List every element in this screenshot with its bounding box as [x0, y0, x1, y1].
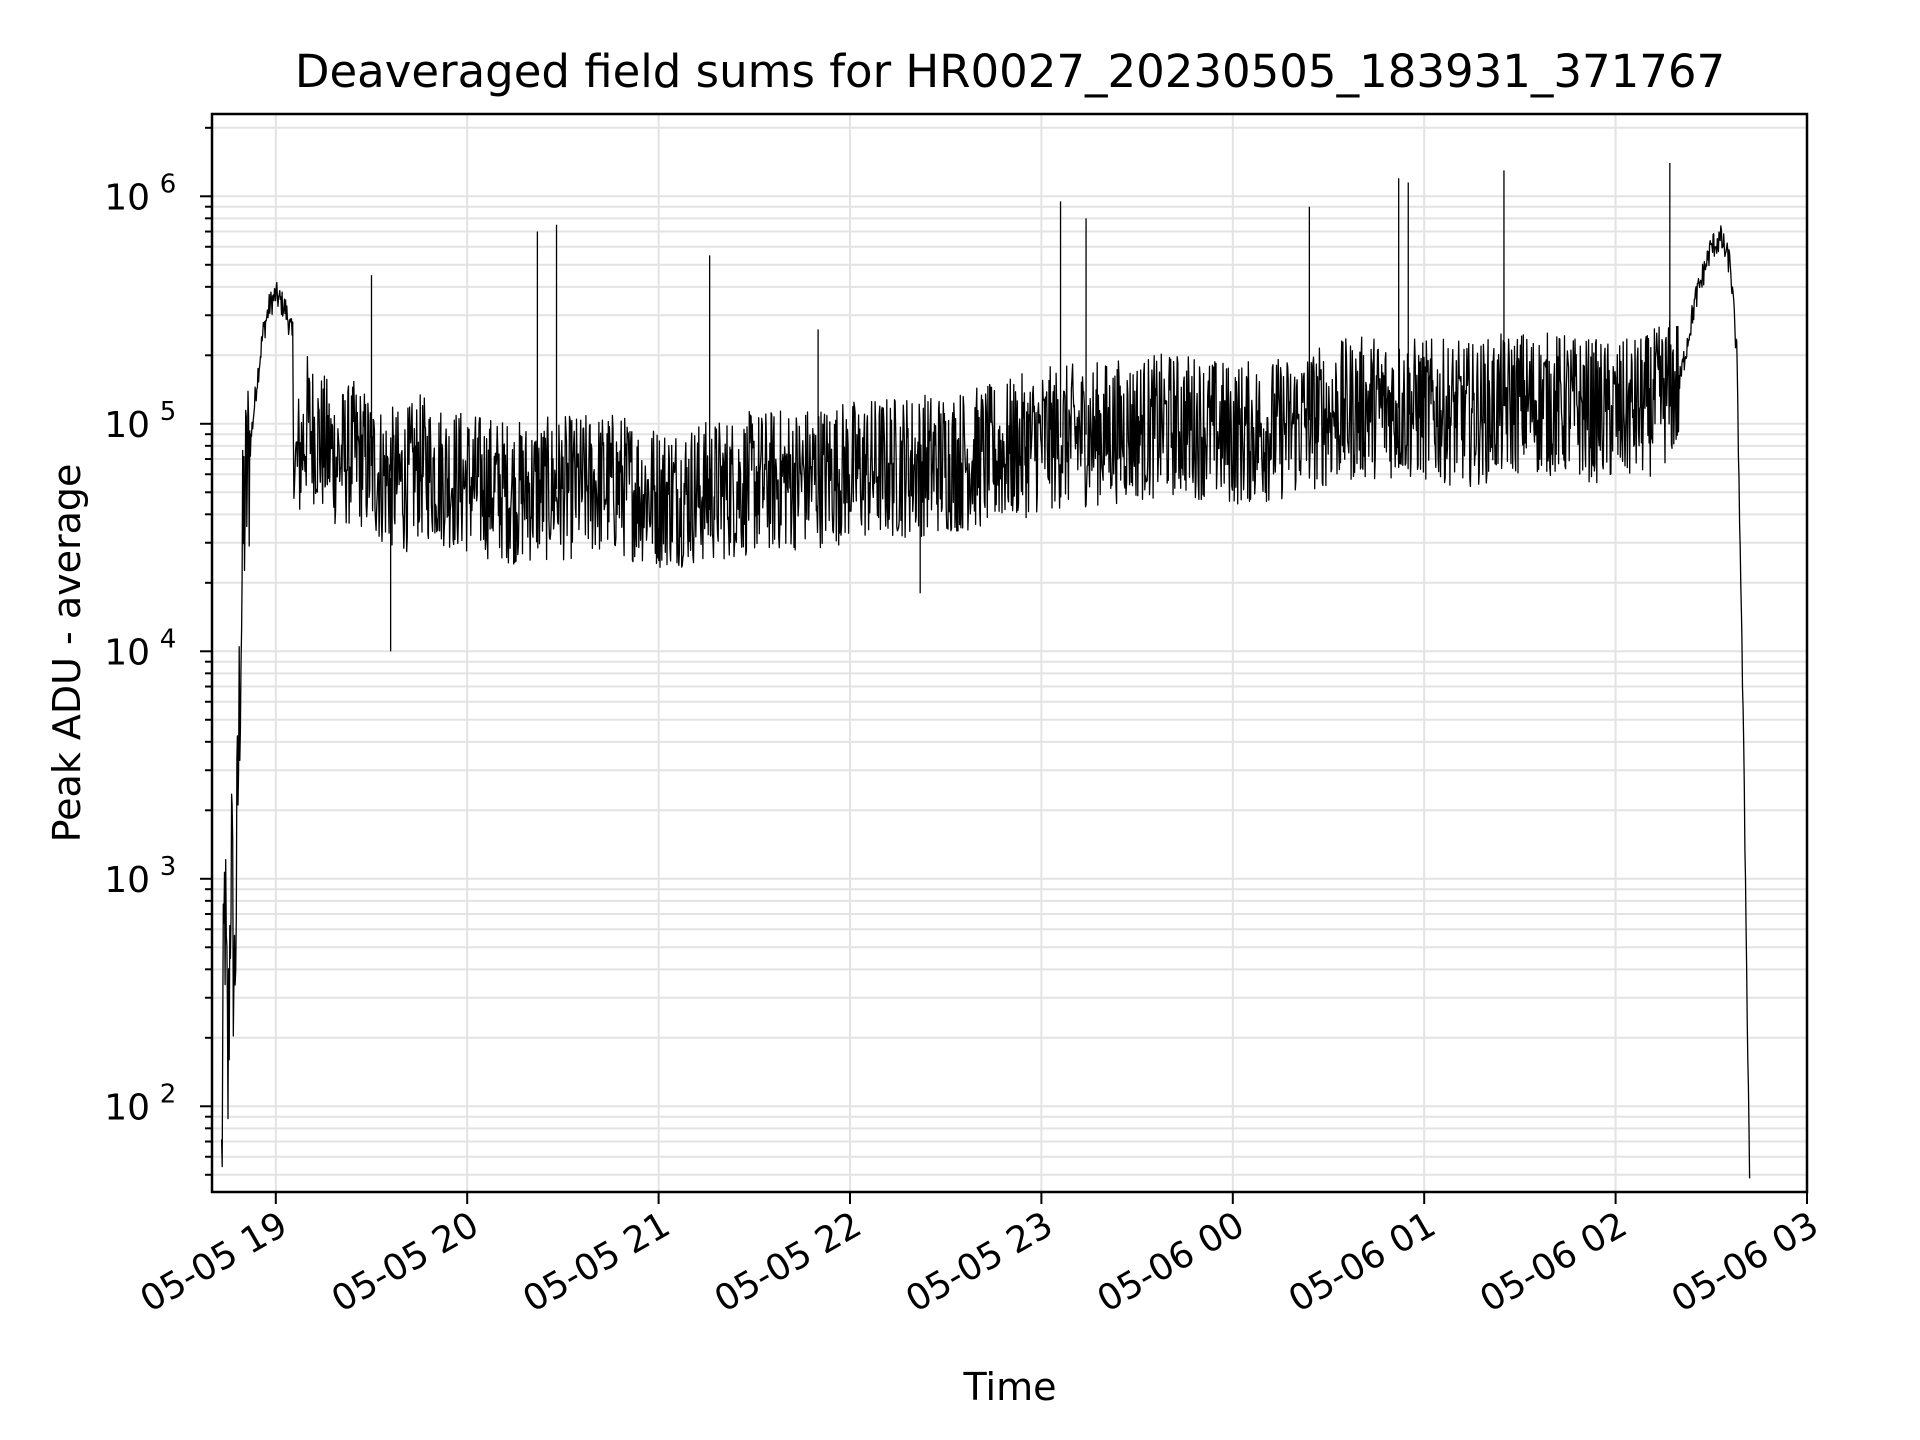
y-axis: 10 2 10 3 10 4 10 5 10 6 — [104, 126, 212, 1176]
y-tick-label: 10 — [104, 632, 150, 673]
y-tick-label: 10 — [104, 177, 150, 218]
chart-title: Deaveraged field sums for HR0027_2023050… — [295, 45, 1725, 98]
series-line — [220, 225, 1751, 1179]
y-tick-exponent: 2 — [160, 1079, 177, 1109]
y-tick-label: 10 — [104, 405, 150, 446]
y-tick-label: 10 — [104, 860, 150, 901]
x-axis-label: Time — [963, 1365, 1057, 1409]
y-axis-label: Peak ADU - average — [45, 464, 89, 843]
y-tick-exponent: 6 — [160, 169, 177, 199]
y-tick-exponent: 4 — [160, 624, 177, 654]
y-tick-label: 10 — [104, 1087, 150, 1128]
y-tick-exponent: 3 — [160, 852, 177, 882]
y-tick-exponent: 5 — [160, 397, 177, 427]
series-layer — [220, 163, 1751, 1179]
plot-frame — [210, 112, 1809, 1194]
